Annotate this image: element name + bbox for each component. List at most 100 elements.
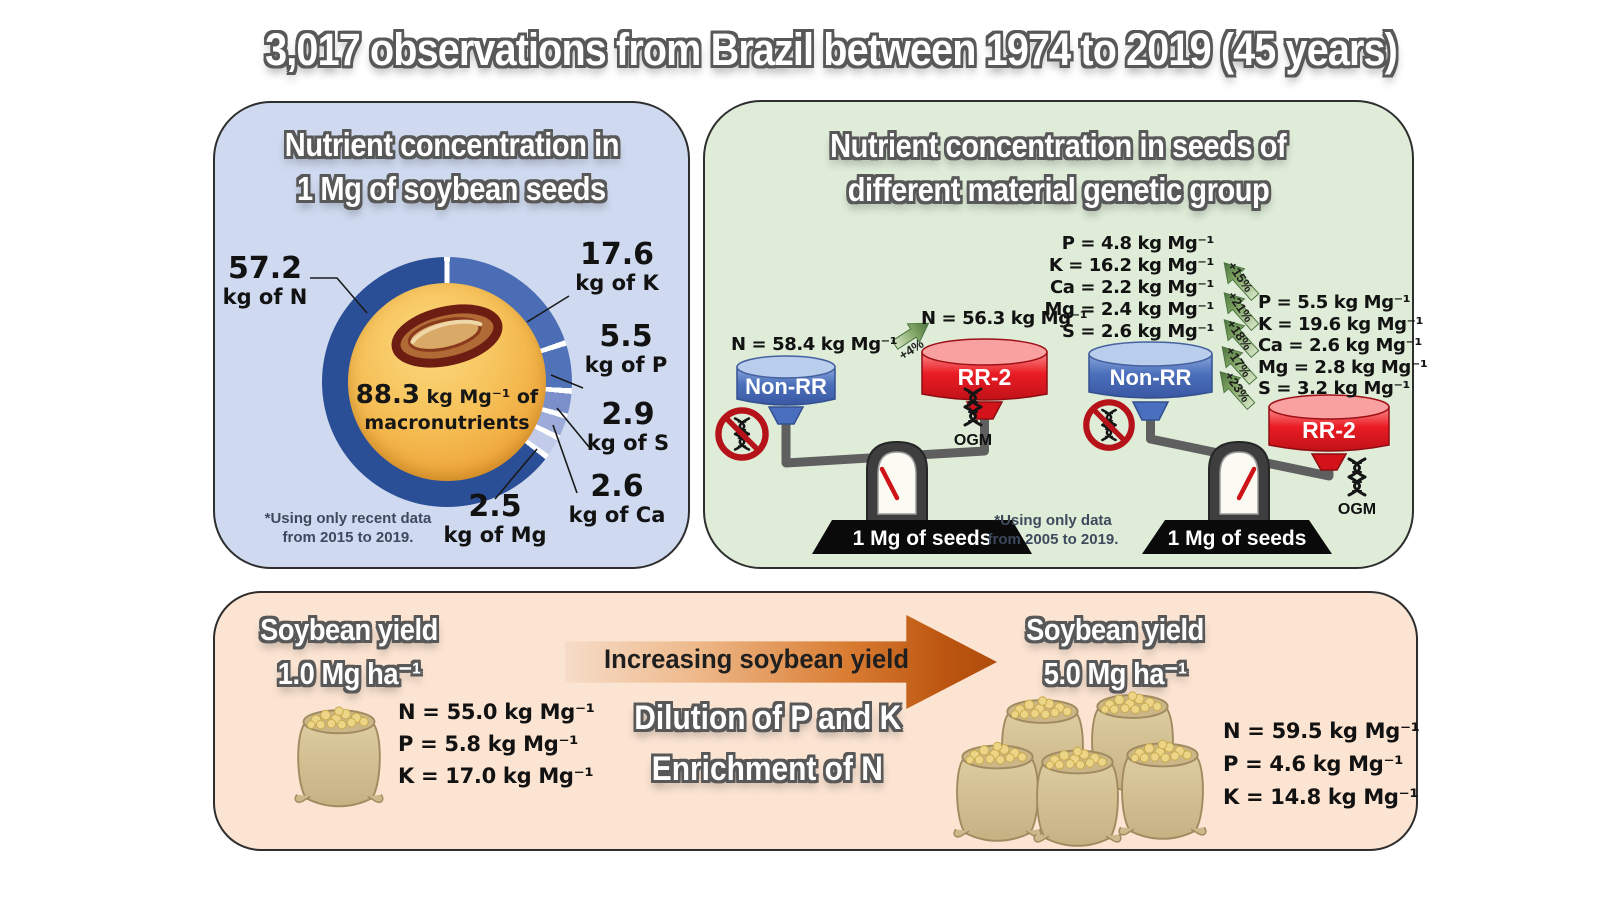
left-footnote-line1: *Using only recent data xyxy=(264,510,432,527)
scale2-nonrr-S: S = 2.6 kg Mg⁻¹ xyxy=(1061,321,1214,342)
yield-low-values: N = 55.0 kg Mg⁻¹ P = 5.8 kg Mg⁻¹ K = 17.… xyxy=(398,696,595,792)
pan-non-rr-1: Non-RR xyxy=(736,355,836,425)
label-K-value: 17.6 xyxy=(579,237,655,272)
growth-arrow-23pct xyxy=(1219,371,1256,411)
increasing-yield-label: Increasing soybean yield xyxy=(604,644,910,674)
donut-center-value: 88.3 xyxy=(355,380,420,410)
label-N: 57.2 kg of N xyxy=(220,253,310,309)
scale1-base-label: 1 Mg of seeds xyxy=(853,527,992,550)
soybean-sack-icon xyxy=(291,693,387,808)
scale2-nonrr-P: P = 4.8 kg Mg⁻¹ xyxy=(1061,233,1215,254)
pan-non-rr-1-label: Non-RR xyxy=(745,374,827,399)
right-footnote-line2: from 2005 to 2019. xyxy=(987,530,1119,548)
ogm-label-1: OGM xyxy=(954,432,992,449)
scale1-left-value: N = 58.4 kg Mg⁻¹ xyxy=(731,334,898,355)
scale2-rr2-values: P = 5.5 kg Mg⁻¹ K = 19.6 kg Mg⁻¹ Ca = 2.… xyxy=(1258,292,1428,400)
donut-center-label: 88.3 kg Mg⁻¹ of macronutrients xyxy=(348,379,546,435)
pan-non-rr-2: Non-RR xyxy=(1088,341,1213,421)
statement-enrichment: Enrichment of N xyxy=(651,750,884,788)
label-P: 5.5 kg of P xyxy=(581,321,671,377)
donut-center-unit: kg Mg⁻¹ of xyxy=(419,386,539,408)
label-N-value: 57.2 xyxy=(227,251,303,286)
no-gmo-icon-2 xyxy=(1086,402,1132,448)
soybean-sphere: 88.3 kg Mg⁻¹ of macronutrients xyxy=(348,283,546,481)
scale1-needle xyxy=(879,466,900,501)
scale2-rr2-K: K = 19.6 kg Mg⁻¹ xyxy=(1258,313,1424,335)
scales-graphic: Non-RR RR-2 1 Mg of seeds +4% xyxy=(705,259,1390,554)
right-panel-title-line1: Nutrient concentration in seeds of xyxy=(830,127,1287,164)
yield-high-N: N = 59.5 kg Mg⁻¹ xyxy=(1223,719,1420,743)
yield-low-title: Soybean yield 1.0 Mg ha⁻¹ xyxy=(229,607,469,695)
yield-high-P: P = 4.6 kg Mg⁻¹ xyxy=(1223,752,1404,776)
yield-low-K: K = 17.0 kg Mg⁻¹ xyxy=(398,764,594,788)
yield-high-title: Soybean yield 5.0 Mg ha⁻¹ xyxy=(995,607,1235,695)
scale2-nonrr-values: P = 4.8 kg Mg⁻¹ K = 16.2 kg Mg⁻¹ Ca = 2.… xyxy=(1015,233,1215,343)
scale2-rr2-Mg: Mg = 2.8 kg Mg⁻¹ xyxy=(1258,356,1428,378)
growth-arrow-21pct xyxy=(1223,292,1260,332)
growth-arrow-17pct xyxy=(1221,346,1258,386)
label-N-caption: kg of N xyxy=(222,284,308,309)
nutrient-donut-chart: 88.3 kg Mg⁻¹ of macronutrients xyxy=(322,257,572,507)
label-S-value: 2.9 xyxy=(601,397,655,432)
yield-low-P: P = 5.8 kg Mg⁻¹ xyxy=(398,732,579,756)
scale2-nonrr-Ca: Ca = 2.2 kg Mg⁻¹ xyxy=(1049,277,1214,298)
panel-nutrient-concentration: Nutrient concentration in 1 Mg of soybea… xyxy=(213,101,690,569)
pan-non-rr-2-label: Non-RR xyxy=(1110,365,1192,390)
pan-rr2-1: RR-2 xyxy=(921,338,1048,420)
scale2-rr2-P: P = 5.5 kg Mg⁻¹ xyxy=(1258,292,1411,313)
scale2-nonrr-K: K = 16.2 kg Mg⁻¹ xyxy=(1048,255,1215,276)
label-Mg: 2.5 kg of Mg xyxy=(443,491,547,547)
left-footnote-line2: from 2015 to 2019. xyxy=(282,528,414,546)
yield-high-line2: 5.0 Mg ha⁻¹ xyxy=(1043,655,1187,691)
right-panel-footnote: *Using only data from 2005 to 2019. xyxy=(973,512,1133,550)
yield-high-values: N = 59.5 kg Mg⁻¹ P = 4.6 kg Mg⁻¹ K = 14.… xyxy=(1223,715,1420,814)
scale2-body xyxy=(1208,440,1270,523)
scale2-rr2-Ca: Ca = 2.6 kg Mg⁻¹ xyxy=(1258,335,1423,356)
label-K-caption: kg of K xyxy=(575,270,659,295)
label-Mg-caption: kg of Mg xyxy=(443,522,547,547)
label-P-caption: kg of P xyxy=(584,352,668,377)
main-title: 3,017 observations from Brazil between 1… xyxy=(188,24,1398,76)
ogm-label-2: OGM xyxy=(1338,501,1376,518)
yield-low-line1: Soybean yield xyxy=(260,612,438,647)
left-panel-footnote: *Using only recent data from 2015 to 201… xyxy=(263,510,433,548)
label-P-value: 5.5 xyxy=(599,319,653,354)
donut-connector-lines xyxy=(310,277,590,500)
pan-rr2-2-label: RR-2 xyxy=(1302,417,1356,443)
panel-yield-effect: Soybean yield 1.0 Mg ha⁻¹ N = 55.0 kg Mg… xyxy=(213,591,1420,851)
statement-dilution: Dilution of P and K xyxy=(633,699,902,737)
label-K: 17.6 kg of K xyxy=(567,239,667,295)
scale2-needle xyxy=(1236,466,1257,501)
donut-center-line2: macronutrients xyxy=(364,411,530,434)
yield-high-line1: Soybean yield xyxy=(1026,612,1204,647)
growth-arrow-18pct xyxy=(1223,319,1260,359)
growth-arrows-stack: +15% +21% +18% +17% +23% xyxy=(1219,259,1260,411)
statement-block: Dilution of P and K Enrichment of N xyxy=(595,693,940,795)
right-panel-title-line2: different material genetic group xyxy=(847,170,1270,208)
scale1-right-value: N = 56.3 kg Mg⁻¹ xyxy=(921,308,1088,329)
right-panel-title: Nutrient concentration in seeds of diffe… xyxy=(705,124,1412,211)
scale1-base xyxy=(812,520,1032,554)
scale2-nonrr-Mg: Mg = 2.4 kg Mg⁻¹ xyxy=(1044,299,1215,320)
label-Ca: 2.6 kg of Ca xyxy=(565,471,669,527)
scale2-base-label: 1 Mg of seeds xyxy=(1168,527,1307,550)
left-panel-title-line1: Nutrient concentration in xyxy=(284,126,619,163)
soybean-sacks-cluster-icon xyxy=(953,690,1207,847)
label-Ca-caption: kg of Ca xyxy=(568,502,666,527)
label-Mg-value: 2.5 xyxy=(468,489,522,524)
right-footnote-line1: *Using only data xyxy=(994,512,1112,529)
no-gmo-icon-1 xyxy=(718,410,765,457)
label-S: 2.9 kg of S xyxy=(583,399,673,455)
seed-icon xyxy=(391,304,503,368)
scale2-rr2-S: S = 3.2 kg Mg⁻¹ xyxy=(1258,378,1411,399)
yield-high-K: K = 14.8 kg Mg⁻¹ xyxy=(1223,785,1419,809)
dna-icon-2 xyxy=(1347,457,1367,497)
left-panel-title: Nutrient concentration in 1 Mg of soybea… xyxy=(215,123,688,210)
label-S-caption: kg of S xyxy=(586,430,670,455)
pan-rr2-2: RR-2 xyxy=(1268,394,1390,471)
growth-arrow-15pct xyxy=(1223,262,1260,302)
label-Ca-value: 2.6 xyxy=(590,469,644,504)
pan-rr2-1-label: RR-2 xyxy=(958,364,1012,390)
main-title-text: 3,017 observations from Brazil between 1… xyxy=(265,24,1398,75)
yield-low-line2: 1.0 Mg ha⁻¹ xyxy=(277,655,421,691)
